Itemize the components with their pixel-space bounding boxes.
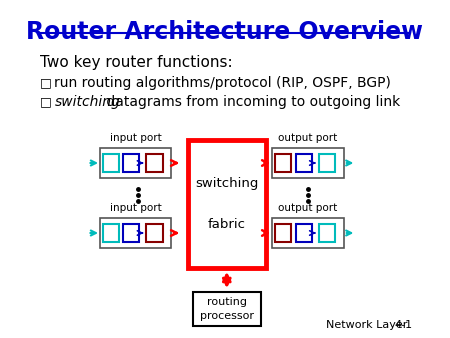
Text: Two key router functions:: Two key router functions: — [40, 55, 233, 70]
Text: □: □ — [40, 95, 52, 108]
Text: run routing algorithms/protocol (RIP, OSPF, BGP): run routing algorithms/protocol (RIP, OS… — [54, 76, 392, 90]
Text: Network Layer: Network Layer — [326, 320, 407, 330]
Text: □: □ — [40, 76, 52, 89]
FancyBboxPatch shape — [103, 154, 119, 172]
FancyBboxPatch shape — [272, 148, 344, 178]
FancyBboxPatch shape — [296, 224, 311, 242]
FancyBboxPatch shape — [103, 224, 119, 242]
FancyBboxPatch shape — [296, 154, 311, 172]
FancyBboxPatch shape — [319, 224, 335, 242]
Text: output port: output port — [279, 133, 338, 143]
FancyBboxPatch shape — [123, 224, 140, 242]
FancyBboxPatch shape — [123, 154, 140, 172]
FancyBboxPatch shape — [319, 154, 335, 172]
Text: routing
processor: routing processor — [200, 297, 254, 321]
FancyBboxPatch shape — [272, 218, 344, 248]
Text: 4-1: 4-1 — [395, 320, 413, 330]
FancyBboxPatch shape — [275, 154, 291, 172]
Text: input port: input port — [110, 133, 162, 143]
Text: switching

fabric: switching fabric — [195, 176, 258, 232]
Text: Router Architecture Overview: Router Architecture Overview — [27, 20, 423, 44]
FancyBboxPatch shape — [146, 224, 162, 242]
Text: output port: output port — [279, 203, 338, 213]
Text: input port: input port — [110, 203, 162, 213]
Text: datagrams from incoming to outgoing link: datagrams from incoming to outgoing link — [102, 95, 400, 109]
FancyBboxPatch shape — [188, 140, 266, 268]
FancyBboxPatch shape — [275, 224, 291, 242]
FancyBboxPatch shape — [146, 154, 162, 172]
FancyBboxPatch shape — [100, 218, 171, 248]
FancyBboxPatch shape — [193, 292, 261, 326]
Text: switching: switching — [54, 95, 120, 109]
FancyBboxPatch shape — [100, 148, 171, 178]
